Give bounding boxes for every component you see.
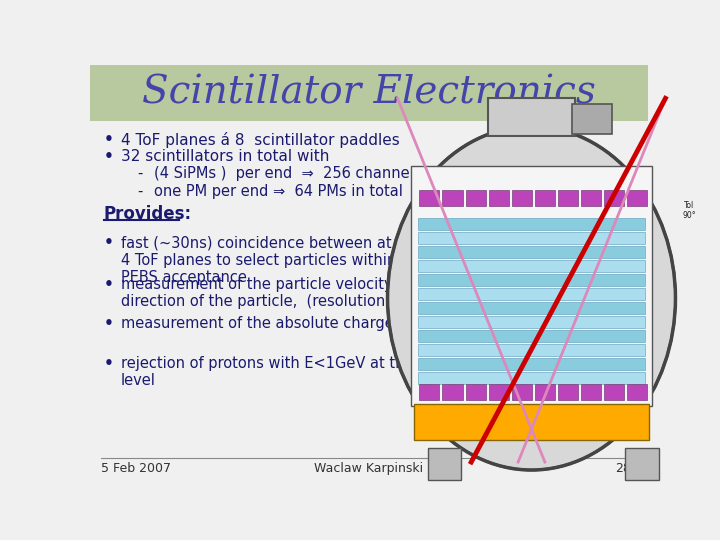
FancyBboxPatch shape [572,104,612,134]
Text: ToI
90°: ToI 90° [682,200,696,220]
Text: •: • [104,132,114,147]
FancyBboxPatch shape [466,190,485,206]
FancyBboxPatch shape [419,384,439,400]
FancyBboxPatch shape [488,98,575,137]
Text: •: • [104,149,114,164]
FancyBboxPatch shape [581,190,601,206]
FancyBboxPatch shape [489,384,509,400]
FancyBboxPatch shape [625,448,659,480]
FancyBboxPatch shape [512,190,532,206]
FancyBboxPatch shape [419,190,439,206]
FancyBboxPatch shape [418,358,645,370]
FancyBboxPatch shape [512,384,532,400]
FancyBboxPatch shape [418,330,645,342]
Text: -: - [138,166,143,181]
Text: 28: 28 [616,462,631,475]
FancyBboxPatch shape [627,190,647,206]
FancyBboxPatch shape [418,288,645,300]
Text: 5 Feb 2007: 5 Feb 2007 [101,462,171,475]
FancyBboxPatch shape [418,316,645,328]
Text: rejection of protons with E<1GeV at the trigger
level: rejection of protons with E<1GeV at the … [121,356,467,388]
FancyBboxPatch shape [627,384,647,400]
Text: fast (~30ns) coincidence between at least 3 out of
4 ToF planes to select partic: fast (~30ns) coincidence between at leas… [121,235,492,285]
FancyBboxPatch shape [535,190,555,206]
FancyBboxPatch shape [428,448,462,480]
Text: •: • [104,277,114,292]
FancyBboxPatch shape [418,372,645,384]
Text: one PM per end ⇒  64 PMs in total: one PM per end ⇒ 64 PMs in total [154,184,403,199]
Text: 32 scintillators in total with: 32 scintillators in total with [121,149,329,164]
FancyBboxPatch shape [90,65,648,121]
FancyBboxPatch shape [418,246,645,258]
FancyBboxPatch shape [418,260,645,272]
FancyBboxPatch shape [418,274,645,286]
Circle shape [387,126,675,470]
FancyBboxPatch shape [418,302,645,314]
Text: measurement of the particle velocity including the
direction of the particle,  (: measurement of the particle velocity inc… [121,277,492,309]
FancyBboxPatch shape [535,384,555,400]
Text: measurement of the absolute charge of particles: measurement of the absolute charge of pa… [121,316,480,332]
Text: 4 ToF planes á 8  scintillator paddles: 4 ToF planes á 8 scintillator paddles [121,132,400,147]
Text: •: • [104,316,114,332]
FancyBboxPatch shape [443,384,462,400]
Text: (4 SiPMs )  per end  ⇒  256 channels or: (4 SiPMs ) per end ⇒ 256 channels or [154,166,441,181]
FancyBboxPatch shape [411,166,652,406]
Text: •: • [104,235,114,250]
FancyBboxPatch shape [418,232,645,244]
FancyBboxPatch shape [418,344,645,356]
Text: -: - [138,184,143,199]
FancyBboxPatch shape [558,190,578,206]
FancyBboxPatch shape [489,190,509,206]
FancyBboxPatch shape [466,384,485,400]
FancyBboxPatch shape [418,218,645,230]
FancyBboxPatch shape [443,190,462,206]
Text: •: • [104,356,114,371]
FancyBboxPatch shape [558,384,578,400]
Text: Provides:: Provides: [104,206,192,224]
FancyBboxPatch shape [604,190,624,206]
Text: Scintillator Electronics: Scintillator Electronics [142,75,596,112]
Text: Waclaw Karpinski: Waclaw Karpinski [315,462,423,475]
FancyBboxPatch shape [604,384,624,400]
FancyBboxPatch shape [414,404,649,440]
FancyBboxPatch shape [581,384,601,400]
